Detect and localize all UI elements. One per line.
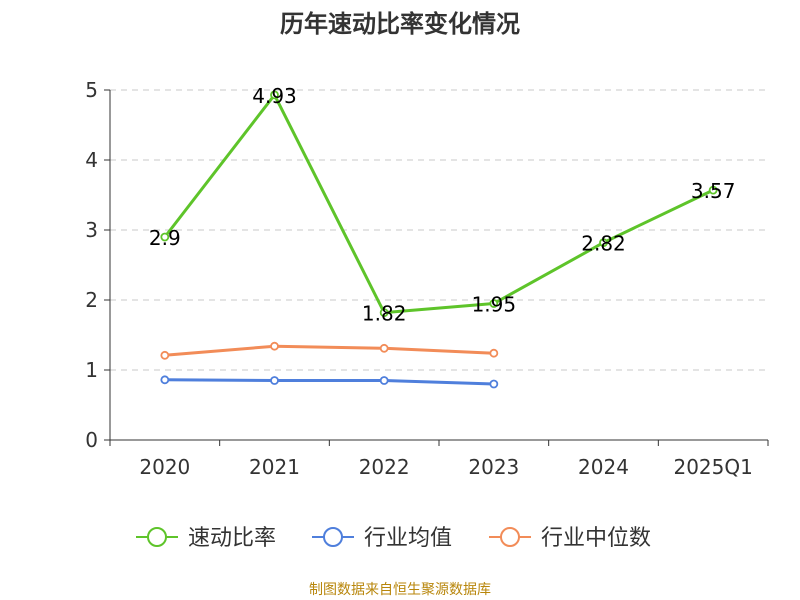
data-point[interactable]: [379, 308, 389, 318]
y-tick-label: 2: [85, 288, 98, 312]
data-point[interactable]: [160, 375, 170, 385]
data-label: 3.57: [691, 179, 736, 203]
legend-marker: [147, 527, 167, 547]
data-point[interactable]: [160, 232, 170, 242]
x-tick-label: 2021: [249, 455, 300, 479]
data-point[interactable]: [270, 341, 279, 351]
chart-title: 历年速动比率变化情况: [280, 10, 520, 38]
y-tick-label: 0: [85, 428, 98, 452]
series-line: [163, 93, 714, 315]
data-point[interactable]: [708, 185, 718, 195]
grid: [110, 89, 768, 371]
legend[interactable]: 速动比率 行业均值 行业中位数: [136, 526, 651, 551]
x-tick-label: 2023: [468, 455, 519, 479]
data-point[interactable]: [270, 376, 279, 385]
legend-item[interactable]: 行业中位数: [489, 526, 651, 551]
data-label: 2.82: [581, 232, 626, 256]
data-point[interactable]: [270, 90, 279, 100]
legend-marker: [500, 527, 520, 547]
x-tick-label: 2020: [139, 455, 190, 479]
y-tick-label: 1: [85, 358, 98, 382]
x-tick-label: 2024: [578, 455, 629, 479]
data-point[interactable]: [489, 299, 499, 308]
axes: 0 1 2 3 4 5 2020 2021 2022 2023 2024 2025Q1: [85, 78, 769, 479]
data-point[interactable]: [489, 348, 499, 358]
data-label: 1.82: [362, 302, 407, 326]
legend-label: 行业均值: [364, 526, 452, 551]
data-label: 1.95: [472, 293, 517, 317]
series-group: [160, 90, 718, 389]
y-tick-label: 3: [85, 218, 98, 242]
source-note: 制图数据来自恒生聚源数据库: [309, 582, 491, 598]
data-point[interactable]: [489, 379, 499, 389]
data-label: 4.93: [252, 84, 297, 108]
legend-label: 行业中位数: [541, 526, 651, 551]
y-tick-label: 5: [85, 78, 98, 102]
x-tick-label: 2022: [359, 455, 410, 479]
data-label: 2.9: [149, 226, 181, 250]
x-tick-label: 2025Q1: [673, 455, 752, 479]
data-point[interactable]: [160, 350, 170, 360]
legend-label: 速动比率: [188, 526, 276, 551]
y-tick-label: 4: [85, 148, 98, 172]
series-line: [164, 378, 494, 386]
legend-item[interactable]: 行业均值: [312, 526, 452, 551]
data-labels: 2.9 4.93 1.82 1.95 2.82 3.57: [149, 84, 736, 326]
series-line: [164, 344, 494, 357]
data-point[interactable]: [599, 238, 608, 248]
data-point[interactable]: [379, 343, 389, 353]
legend-item[interactable]: 速动比率: [136, 526, 276, 551]
data-point[interactable]: [379, 376, 389, 385]
legend-marker: [323, 527, 343, 547]
